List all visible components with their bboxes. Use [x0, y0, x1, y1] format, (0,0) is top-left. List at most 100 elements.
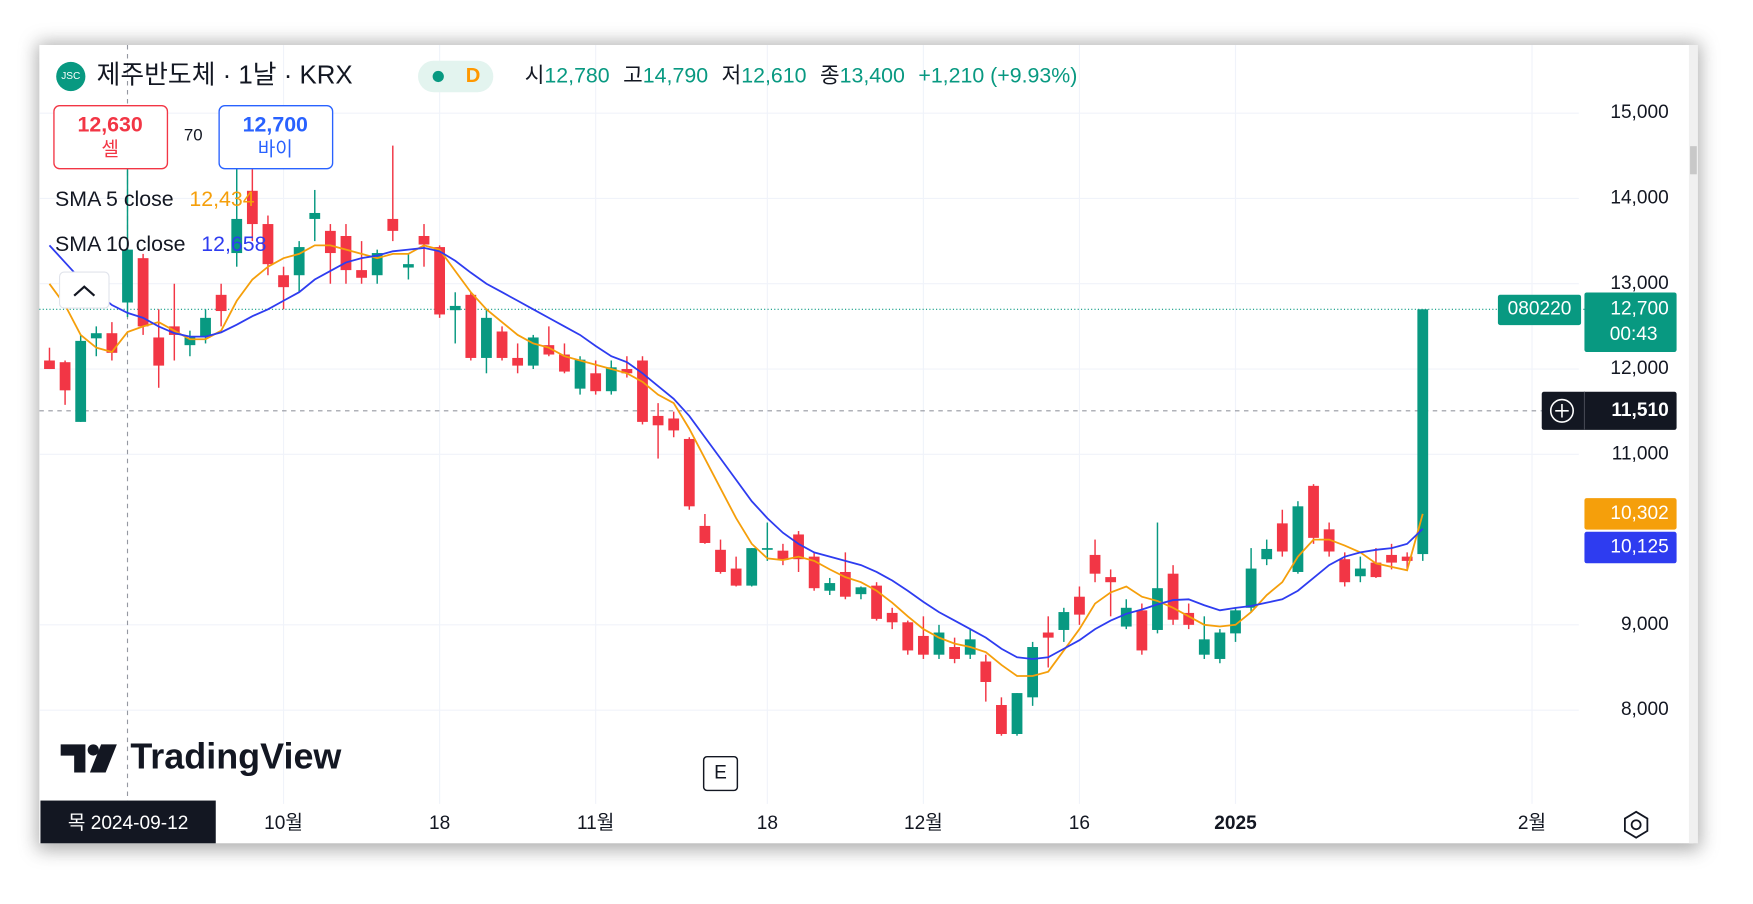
candle-body	[917, 635, 929, 655]
spread: 70	[184, 125, 203, 144]
candle-body	[605, 367, 617, 392]
ohlc-label: 고	[623, 63, 643, 87]
candle-body	[1230, 610, 1241, 634]
candle-body	[1058, 612, 1070, 630]
buy-button[interactable]	[218, 105, 334, 170]
candle-body	[106, 333, 118, 353]
indicator-price-tag	[1584, 531, 1677, 564]
indicator-name: SMA 10 close	[55, 232, 185, 256]
candle-body	[231, 218, 243, 254]
crosshair-date-tag	[40, 800, 216, 844]
candle-body	[1261, 548, 1273, 560]
add-alert-icon[interactable]	[1549, 398, 1574, 423]
crosshair-price-tag	[1541, 391, 1677, 430]
candle-body	[1339, 559, 1351, 583]
candle-body	[668, 418, 680, 431]
candle-body	[496, 331, 508, 358]
symbol-name[interactable]: 제주반도체 · 1날 · KRX	[97, 60, 353, 89]
candle-body	[1198, 639, 1210, 655]
candle-body	[683, 438, 695, 507]
collapse-button[interactable]	[58, 271, 110, 309]
candle-body	[949, 647, 960, 659]
candle-body	[371, 253, 383, 276]
settings-icon[interactable]	[1623, 810, 1649, 839]
candle-body	[761, 548, 773, 550]
symbol-icon-text: JSC	[61, 71, 80, 82]
x-tick-label: 10월	[264, 812, 303, 834]
candle-body	[59, 362, 71, 391]
candle-body	[75, 340, 87, 422]
candle-body	[324, 230, 336, 254]
candle-body	[1245, 568, 1257, 608]
add-alert-plus	[1555, 404, 1569, 418]
event-marker[interactable]	[702, 755, 739, 792]
ohlc-legend: 시12,780 고14,790 저12,610 종13,400 +1,210 (+9.9…	[525, 63, 1078, 87]
candle-body	[1386, 554, 1397, 563]
overlay: JSC 제주반도체 · 1날 · KRX D 시12,780 고14,790 저12…	[40, 60, 1677, 844]
candle-body	[1292, 506, 1304, 572]
market-dot	[432, 70, 444, 83]
candle-body	[699, 525, 711, 543]
candle-body	[1011, 693, 1023, 735]
indicator-price-tag	[1584, 498, 1677, 530]
scrollbar[interactable]	[1688, 44, 1698, 844]
candle-body	[137, 258, 149, 327]
indicator-legend: SMA 10 close 12,658	[55, 232, 266, 256]
candle-body	[980, 661, 992, 682]
candle-body	[715, 549, 726, 572]
y-tick-label: 8,000	[1621, 699, 1669, 720]
y-tick-label: 14,000	[1610, 188, 1668, 209]
candle-body	[215, 294, 227, 312]
candle-body	[1152, 588, 1163, 630]
settings-dot	[1630, 819, 1642, 831]
candle-body	[824, 583, 836, 591]
candle-body	[1136, 610, 1148, 651]
candle-body	[652, 415, 664, 426]
candle-body	[1354, 568, 1366, 577]
candle-body	[44, 360, 55, 370]
candle-body	[309, 212, 321, 219]
sell-button[interactable]	[53, 105, 169, 170]
y-tick-label: 12,000	[1610, 358, 1668, 379]
candle-body	[418, 235, 430, 245]
candle-body	[481, 317, 492, 358]
ohlc-value: 14,790	[643, 63, 708, 87]
candle-body	[434, 247, 446, 315]
candle-body	[808, 556, 820, 589]
candle-body	[590, 373, 602, 392]
candle-body	[90, 333, 102, 339]
candle-body	[465, 294, 477, 358]
y-tick-label: 9,000	[1621, 614, 1669, 635]
interval-badge: D	[466, 65, 481, 87]
indicator-value: 12,658	[201, 232, 266, 256]
candle-body	[1167, 573, 1179, 620]
ohlc-value: 13,400	[840, 63, 905, 87]
symbol-tag	[1497, 294, 1582, 326]
logo-mark	[89, 744, 117, 773]
status-pill[interactable]	[418, 60, 494, 93]
candle-body	[403, 264, 414, 268]
scrollbar-thumb[interactable]	[1690, 146, 1697, 175]
candle-body	[746, 548, 758, 586]
candle-body	[340, 235, 352, 271]
countdown: 00:43	[1610, 324, 1658, 345]
candle-body	[184, 337, 196, 346]
sell-price: 12,630	[77, 113, 142, 137]
indicator-value: 12,434	[189, 187, 254, 211]
candle-body	[621, 369, 633, 374]
ohlc-label: 시	[525, 63, 545, 87]
candle-body	[1214, 632, 1226, 659]
plot	[44, 131, 1429, 736]
tradingview-logo: TradingView	[60, 735, 342, 776]
candle-body	[1074, 596, 1085, 615]
indicator-legend: SMA 5 close 12,434	[55, 187, 255, 211]
candle-body	[933, 632, 945, 655]
candle-body	[902, 622, 914, 651]
candle-body	[122, 249, 133, 303]
crosshair-date-label: 목 2024-09-12	[68, 813, 189, 834]
x-tick-label: 12월	[904, 812, 943, 834]
candle-body	[793, 534, 804, 560]
candle-body	[262, 224, 274, 265]
sma-line	[48, 244, 1424, 677]
